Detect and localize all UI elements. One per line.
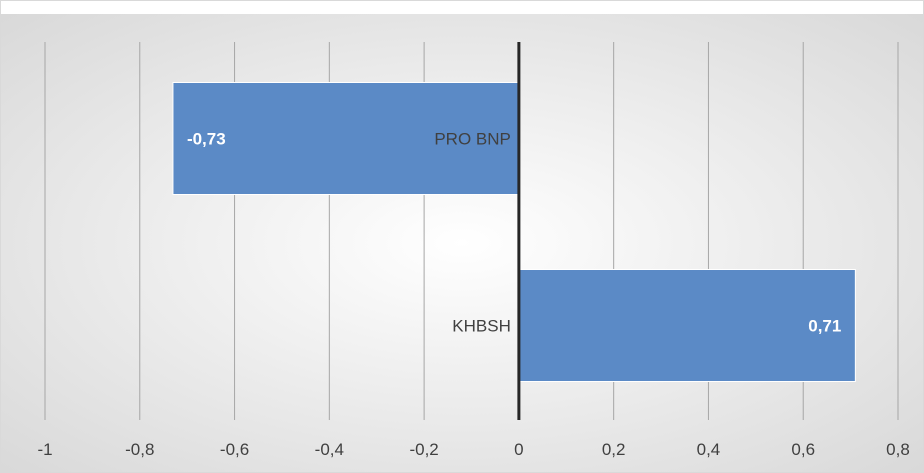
bar: [172, 82, 520, 195]
x-tick-label: 0,8: [886, 440, 910, 459]
x-tick-label: -0,8: [125, 440, 154, 459]
x-tick-label: 0,6: [791, 440, 815, 459]
x-tick-label: -0,4: [315, 440, 344, 459]
x-tick-label: 0: [514, 440, 523, 459]
x-tick-label: 0,4: [697, 440, 721, 459]
category-label: KHBSH: [452, 317, 511, 336]
bar: [518, 269, 856, 382]
x-tick-label: -0,6: [220, 440, 249, 459]
x-tick-label: 0,2: [602, 440, 626, 459]
category-label: PRO BNP: [434, 130, 511, 149]
data-label: 0,71: [808, 317, 841, 336]
x-tick-label: -0,2: [409, 440, 438, 459]
data-label: -0,73: [187, 130, 226, 149]
x-tick-label: -1: [37, 440, 52, 459]
